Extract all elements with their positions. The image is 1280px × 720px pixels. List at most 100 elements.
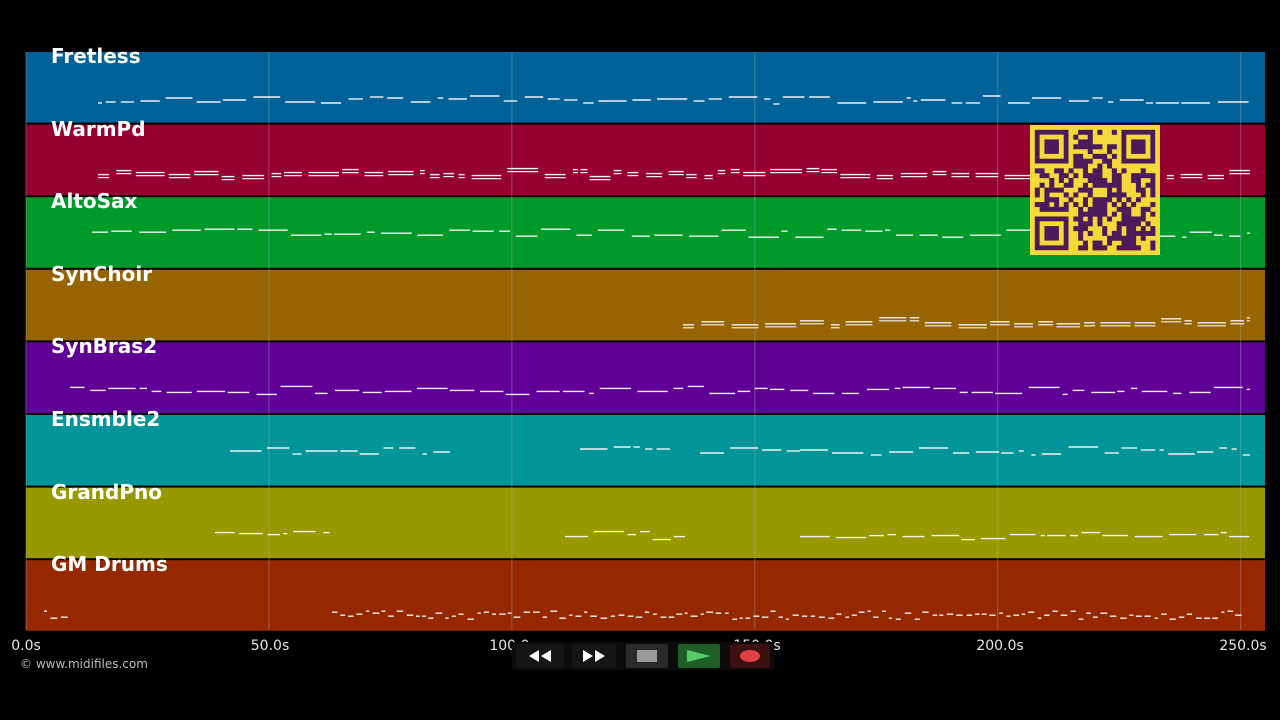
qr-module [1131, 240, 1137, 246]
qr-module [1140, 173, 1146, 179]
qr-module [1131, 216, 1137, 222]
qr-module [1063, 206, 1069, 212]
rewind-button[interactable] [516, 644, 564, 668]
qr-module [1102, 177, 1108, 183]
tick-label: 250.0s [1219, 638, 1267, 654]
qr-module [1121, 206, 1127, 212]
qr-module [1049, 206, 1055, 212]
play-button[interactable] [678, 644, 720, 668]
qr-module [1082, 221, 1088, 227]
qr-module [1145, 221, 1151, 227]
track-lane [26, 487, 1265, 559]
qr-module [1135, 245, 1141, 251]
qr-module [1078, 221, 1084, 227]
qr-module [1087, 144, 1093, 150]
qr-module [1107, 192, 1113, 198]
qr-module [1131, 226, 1137, 232]
qr-module [1078, 187, 1084, 193]
qr-module [1034, 187, 1040, 193]
qr-module [1102, 245, 1108, 251]
qr-module [1150, 202, 1156, 208]
qr-module [1097, 168, 1103, 174]
qr-module [1034, 202, 1040, 208]
qr-module [1116, 245, 1122, 251]
qr-module [1063, 192, 1069, 198]
qr-module [1097, 173, 1103, 179]
qr-module [1145, 230, 1151, 236]
qr-module [1044, 197, 1050, 203]
qr-module [1135, 230, 1141, 236]
qr-module [1073, 226, 1079, 232]
qr-finder-core [1131, 139, 1146, 154]
qr-module [1135, 173, 1141, 179]
record-icon [740, 650, 760, 662]
qr-module [1054, 206, 1060, 212]
qr-module [1073, 192, 1079, 198]
qr-module [1058, 187, 1064, 193]
qr-module [1092, 202, 1098, 208]
qr-module [1087, 158, 1093, 164]
qr-module [1087, 149, 1093, 155]
qr-module [1126, 221, 1132, 227]
qr-module [1078, 226, 1084, 232]
qr-module [1140, 226, 1146, 232]
qr-module [1087, 134, 1093, 140]
qr-module [1058, 206, 1064, 212]
copyright-text: © www.midifiles.com [20, 657, 148, 671]
qr-module [1140, 235, 1146, 241]
qr-module [1097, 197, 1103, 203]
qr-module [1097, 202, 1103, 208]
qr-module [1049, 197, 1055, 203]
qr-module [1150, 182, 1156, 188]
qr-module [1092, 177, 1098, 183]
qr-module [1039, 168, 1045, 174]
qr-module [1049, 187, 1055, 193]
qr-module [1082, 197, 1088, 203]
qr-module [1135, 216, 1141, 222]
qr-module [1097, 144, 1103, 150]
qr-module [1054, 197, 1060, 203]
qr-module [1068, 197, 1074, 203]
track-label-gm-drums: GM Drums [51, 552, 168, 576]
qr-module [1058, 173, 1064, 179]
track-lane [26, 415, 1265, 486]
qr-module [1111, 211, 1117, 217]
qr-module [1082, 168, 1088, 174]
qr-module [1082, 226, 1088, 232]
qr-module [1034, 168, 1040, 174]
fast-forward-button[interactable] [572, 644, 616, 668]
track-lane [26, 52, 1265, 123]
transport-bar [512, 642, 774, 670]
qr-finder-core [1044, 226, 1059, 241]
qr-module [1082, 202, 1088, 208]
qr-module [1102, 211, 1108, 217]
qr-module [1058, 168, 1064, 174]
qr-module [1121, 245, 1127, 251]
qr-module [1049, 177, 1055, 183]
track-label-grandpno: GrandPno [51, 480, 162, 504]
qr-module [1073, 202, 1079, 208]
tick-label: 50.0s [250, 638, 290, 654]
qr-module [1116, 192, 1122, 198]
record-button[interactable] [730, 644, 770, 668]
qr-module [1126, 240, 1132, 246]
qr-module [1087, 230, 1093, 236]
qr-module [1116, 187, 1122, 193]
qr-module [1145, 182, 1151, 188]
qr-module [1049, 182, 1055, 188]
qr-module [1107, 187, 1113, 193]
track-label-synchoir: SynChoir [51, 262, 153, 286]
qr-module [1092, 153, 1098, 159]
qr-module [1082, 163, 1088, 169]
qr-module [1078, 235, 1084, 241]
qr-module [1039, 202, 1045, 208]
qr-module [1107, 149, 1113, 155]
qr-module [1092, 206, 1098, 212]
stop-button[interactable] [626, 644, 668, 668]
qr-module [1107, 163, 1113, 169]
qr-module [1087, 177, 1093, 183]
qr-module [1097, 129, 1103, 135]
qr-module [1068, 177, 1074, 183]
qr-code [1030, 125, 1160, 255]
qr-module [1078, 158, 1084, 164]
